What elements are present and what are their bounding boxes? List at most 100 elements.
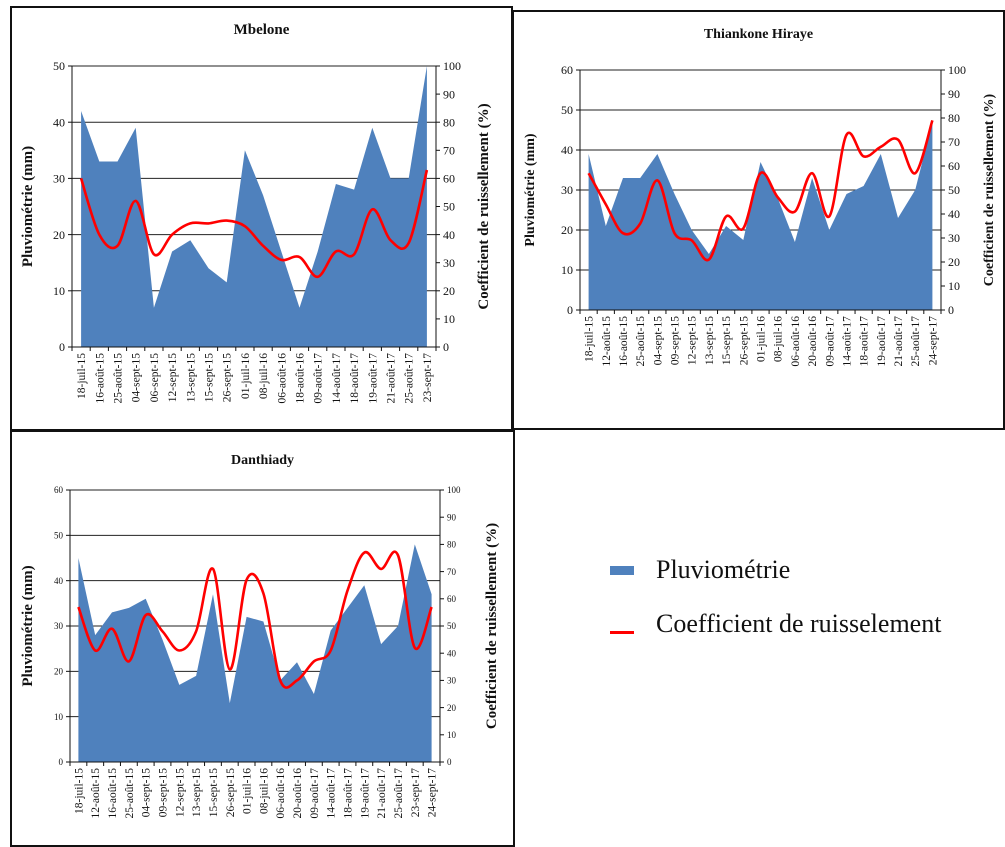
y2-tick-label: 30 — [447, 676, 457, 686]
y2-tick-label: 100 — [443, 59, 461, 73]
chart-svg: Danthiady 0 10 20 30 40 50 60 0 10 20 30 40 50 60 70 80 9… — [20, 453, 500, 819]
x-tick-label: 25-août-17 — [393, 768, 405, 819]
y-tick-label: 50 — [561, 103, 573, 117]
y-tick-label: 20 — [53, 228, 65, 242]
chart-legend: Pluviométrie Coefficient de ruisselement — [610, 552, 990, 662]
y2-tick-label: 40 — [948, 207, 960, 221]
y2-tick-label: 50 — [447, 621, 457, 631]
y-tick-label: 30 — [54, 621, 64, 631]
chart-title: Danthiady — [231, 453, 294, 468]
x-tick-label: 08-juil-16 — [773, 316, 785, 362]
y2-tick-label: 50 — [443, 200, 455, 214]
x-tick-label: 18-août-17 — [349, 353, 361, 404]
y2-tick-label: 20 — [447, 703, 457, 713]
y2-tick-label: 80 — [948, 111, 960, 125]
chart-title: Thiankone Hiraye — [704, 27, 813, 42]
x-tick-label: 15-sept-15 — [721, 316, 733, 365]
x-tick-label: 01-juil-16 — [756, 316, 768, 362]
y2-tick-label: 60 — [443, 172, 455, 186]
x-tick-label: 09-août-17 — [824, 316, 836, 367]
line-series-coefficient — [79, 169, 429, 279]
y2-tick-label: 20 — [948, 255, 960, 269]
x-tick-label: 04-sept-15 — [131, 353, 143, 402]
y2-tick-label: 40 — [443, 228, 455, 242]
x-tick-label: 18-juil-15 — [73, 768, 85, 814]
x-tick-label: 12-sept-15 — [687, 316, 699, 365]
y2-tick-label: 10 — [447, 730, 457, 740]
y2-axis-label: Coefficient de ruissellement (%) — [982, 93, 997, 286]
x-tick-label: 01-juil-16 — [240, 353, 252, 399]
x-tick-label: 21-août-17 — [376, 768, 388, 819]
y-tick-label: 30 — [561, 183, 573, 197]
x-tick-label: 26-sept-15 — [222, 353, 234, 402]
x-tick-label: 04-sept-15 — [652, 316, 664, 365]
x-tick-label: 19-août-17 — [876, 316, 888, 367]
y-tick-label: 0 — [59, 340, 65, 354]
chart-title: Mbelone — [234, 22, 290, 38]
y-tick-label: 60 — [54, 485, 64, 495]
chart-panel-thiankone-hiraye: Thiankone Hiraye 0 10 20 30 40 50 60 0 10 20 30 40 50… — [512, 10, 1005, 430]
x-tick-label: 13-sept-15 — [191, 768, 203, 817]
y-tick-label: 10 — [53, 284, 65, 298]
y2-tick-label: 50 — [948, 183, 960, 197]
y-tick-label: 20 — [54, 666, 64, 676]
y2-tick-label: 40 — [447, 648, 457, 658]
x-tick-label: 20-août-16 — [292, 768, 304, 819]
x-tick-label: 16-août-15 — [94, 353, 106, 404]
area-series-pluviometrie — [81, 66, 427, 347]
x-tick-label: 19-août-17 — [359, 768, 371, 819]
line-series-coefficient — [77, 550, 433, 689]
y-tick-label: 40 — [53, 115, 65, 129]
x-tick-label: 15-sept-15 — [208, 768, 220, 817]
x-tick-label: 04-sept-15 — [141, 768, 153, 817]
y2-tick-label: 30 — [443, 256, 455, 270]
y2-tick-label: 10 — [948, 279, 960, 293]
y-tick-label: 40 — [54, 576, 64, 586]
x-tick-label: 06-août-16 — [790, 316, 802, 367]
x-tick-label: 24-sept-17 — [427, 768, 439, 817]
y2-tick-label: 0 — [447, 757, 452, 767]
y2-tick-label: 100 — [948, 63, 966, 77]
y-tick-label: 0 — [59, 757, 64, 767]
x-tick-label: 09-août-17 — [313, 353, 325, 404]
legend-item-coefficient: Coefficient de ruisselement — [610, 606, 941, 642]
y2-tick-label: 100 — [447, 485, 461, 495]
x-tick-label: 12-sept-15 — [167, 353, 179, 402]
x-tick-label: 14-août-17 — [842, 316, 854, 367]
x-tick-label: 18-août-17 — [859, 316, 871, 367]
legend-swatch-line — [610, 630, 634, 634]
x-tick-label: 13-sept-15 — [185, 353, 197, 402]
x-tick-label: 13-sept-15 — [704, 316, 716, 365]
x-tick-label: 25-août-15 — [113, 353, 125, 404]
x-tick-label: 18-août-17 — [343, 768, 355, 819]
legend-label-coefficient: Coefficient de ruisselement — [656, 609, 942, 638]
y2-tick-label: 10 — [443, 312, 455, 326]
x-tick-label: 21-août-17 — [386, 353, 398, 404]
y-tick-label: 60 — [561, 63, 573, 77]
y2-tick-label: 80 — [447, 540, 457, 550]
y-tick-label: 10 — [54, 712, 64, 722]
x-tick-label: 12-août-15 — [90, 768, 102, 819]
x-tick-label: 08-juil-16 — [258, 768, 270, 814]
x-tick-label: 19-août-17 — [367, 353, 379, 404]
x-tick-label: 12-août-15 — [601, 316, 613, 367]
y-axis-label: Pluviométrie (mm) — [20, 565, 36, 686]
area-series-pluviometrie — [78, 544, 432, 762]
x-tick-label: 21-août-17 — [893, 316, 905, 367]
x-tick-label: 16-août-15 — [107, 768, 119, 819]
x-tick-label: 12-sept-15 — [174, 768, 186, 817]
x-tick-label: 01-juil-16 — [242, 768, 254, 814]
y2-axis-label: Coefficient de ruissellement (%) — [484, 523, 500, 729]
x-tick-label: 23-sept-17 — [410, 768, 422, 817]
x-tick-label: 20-août-16 — [807, 316, 819, 367]
chart-panel-danthiady: Danthiady 0 10 20 30 40 50 60 0 10 20 30 40 50 60 70 80 9… — [10, 430, 515, 847]
area-series-pluviometrie — [588, 122, 933, 310]
x-tick-label: 15-sept-15 — [204, 353, 216, 402]
x-tick-label: 25-août-17 — [910, 316, 922, 367]
x-tick-label: 23-sept-17 — [422, 353, 434, 402]
x-tick-label: 06-sept-15 — [149, 353, 161, 402]
x-tick-label: 18-août-16 — [295, 353, 307, 404]
y2-tick-label: 60 — [447, 594, 457, 604]
y2-tick-label: 70 — [447, 567, 457, 577]
y2-tick-label: 30 — [948, 231, 960, 245]
